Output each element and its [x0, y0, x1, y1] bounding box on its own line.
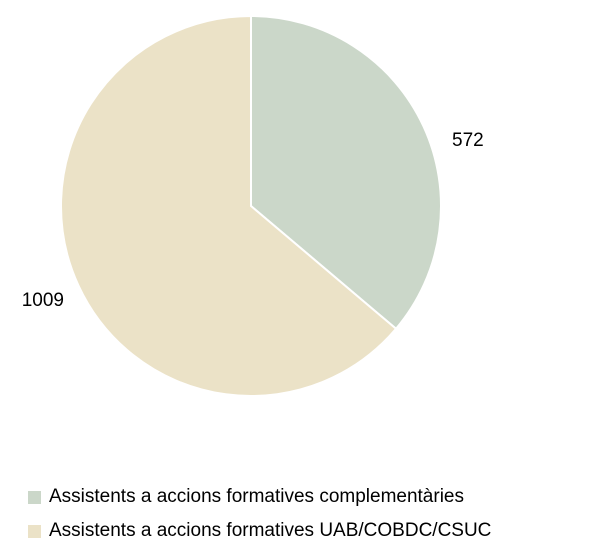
- legend-swatch-complementaries: [28, 490, 41, 504]
- slice-data-label: 572: [452, 130, 484, 151]
- pie-slice: [250, 14, 442, 331]
- legend-label-complementaries: Assistents a accions formatives compleme…: [49, 486, 464, 507]
- legend-label-uab-cobdc-csuc: Assistents a accions formatives UAB/COBD…: [49, 520, 492, 541]
- legend-item-uab-cobdc-csuc: Assistents a accions formatives UAB/COBD…: [28, 516, 491, 546]
- pie-slice: [60, 14, 398, 397]
- legend-swatch-uab-cobdc-csuc: [28, 524, 41, 538]
- pie-chart: 572 1009: [22, 14, 484, 397]
- slice-data-label: 1009: [22, 290, 64, 311]
- legend-item-complementaries: Assistents a accions formatives compleme…: [28, 482, 491, 512]
- legend: Assistents a accions formatives compleme…: [28, 482, 491, 550]
